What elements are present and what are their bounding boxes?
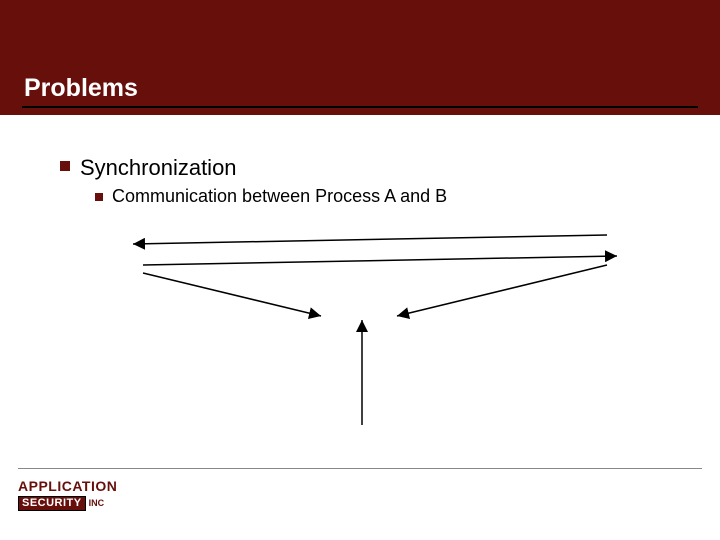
arrow-top-cross-right <box>143 256 617 265</box>
bullet-l2-text: Communication between Process A and B <box>112 186 447 207</box>
arrow-right-to-center <box>397 265 607 316</box>
bullet-marker-l1 <box>60 161 70 171</box>
logo-security-box: SECURITY <box>18 496 86 511</box>
footer-rule <box>18 468 702 469</box>
logo: APPLICATION SECURITYINC <box>18 478 117 511</box>
diagram <box>95 220 635 440</box>
slide: Problems Synchronization Communication b… <box>0 0 720 540</box>
logo-line2: SECURITYINC <box>18 493 117 511</box>
logo-line1: APPLICATION <box>18 478 117 494</box>
arrow-left-to-center <box>143 273 321 316</box>
bullet-l1-text: Synchronization <box>80 155 237 181</box>
bullet-marker-l2 <box>95 193 103 201</box>
header-rule <box>22 106 698 108</box>
arrow-top-cross-left <box>133 235 607 244</box>
logo-inc: INC <box>89 498 105 508</box>
page-title: Problems <box>24 74 138 103</box>
